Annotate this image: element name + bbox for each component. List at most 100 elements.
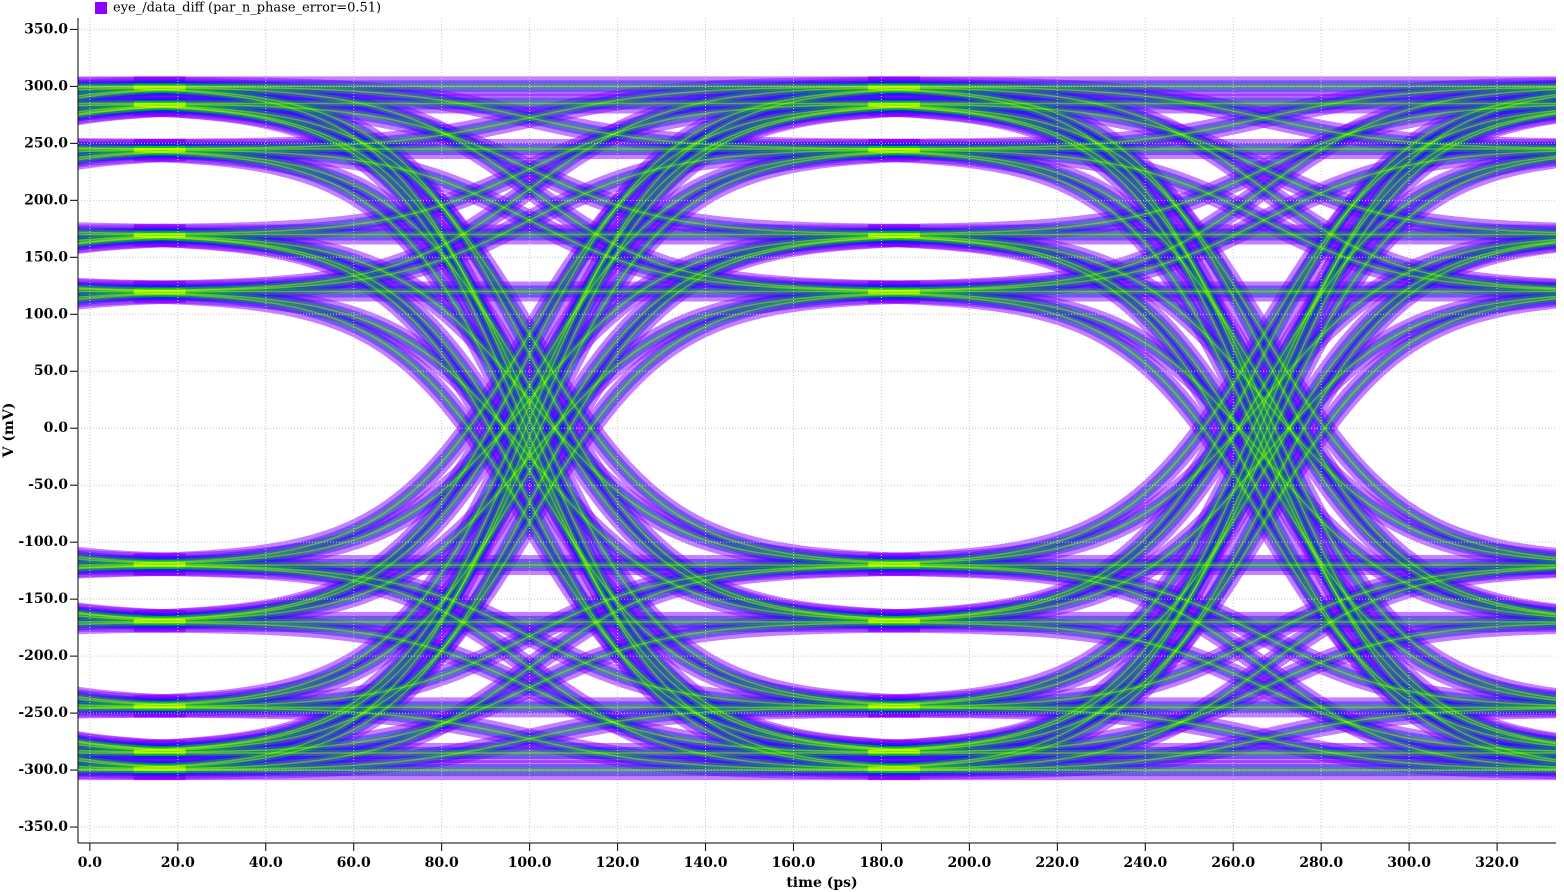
eye-trace bbox=[133, 99, 920, 570]
eye-trace bbox=[868, 88, 1556, 292]
eye-trace bbox=[133, 84, 920, 294]
eye-trace bbox=[78, 102, 186, 115]
eye-trace bbox=[868, 80, 1556, 155]
eye-trace bbox=[868, 153, 1556, 624]
eye-trace bbox=[133, 230, 920, 775]
eye-trace bbox=[868, 97, 1556, 239]
eye-trace bbox=[868, 103, 1556, 234]
eye-trace bbox=[868, 238, 1556, 565]
y-tick-label: -350.0 bbox=[18, 819, 68, 835]
eye-trace bbox=[868, 289, 1556, 620]
eye-trace bbox=[868, 290, 1556, 627]
eye-trace bbox=[78, 222, 186, 244]
eye-trace bbox=[133, 704, 920, 773]
x-tick-label: 80.0 bbox=[425, 855, 459, 871]
eye-trace bbox=[868, 104, 1556, 235]
eye-trace bbox=[133, 287, 920, 758]
eye-trace bbox=[868, 93, 1556, 754]
eye-trace bbox=[78, 747, 186, 756]
x-axis-label: time (ps) bbox=[786, 875, 857, 891]
eye-trace bbox=[868, 616, 1556, 757]
eye-trace bbox=[133, 105, 920, 706]
eye-trace bbox=[133, 101, 920, 237]
eye-trace bbox=[868, 230, 1556, 768]
eye-trace bbox=[133, 87, 920, 621]
eye-trace bbox=[133, 148, 920, 292]
eye-trace bbox=[868, 565, 1556, 773]
eye-trace bbox=[133, 99, 921, 712]
eye-trace bbox=[78, 283, 186, 310]
y-axis-label: V (mV) bbox=[1, 403, 17, 459]
eye-trace bbox=[133, 559, 920, 776]
eye-trace bbox=[868, 238, 1556, 709]
eye-trace bbox=[78, 694, 186, 717]
eye-trace bbox=[133, 86, 920, 292]
eye-trace bbox=[78, 229, 186, 237]
eye-trace bbox=[868, 99, 1556, 564]
eye-trace bbox=[133, 86, 920, 292]
eye-trace bbox=[868, 90, 1556, 757]
x-tick-label: 240.0 bbox=[1123, 855, 1167, 871]
y-tick-label: 350.0 bbox=[24, 21, 68, 37]
eye-trace bbox=[868, 567, 1556, 771]
eye-trace bbox=[133, 148, 920, 754]
eye-trace bbox=[133, 104, 920, 565]
eye-trace bbox=[78, 103, 186, 107]
x-tick-label: 100.0 bbox=[508, 855, 552, 871]
eye-trace bbox=[868, 617, 1556, 759]
eye-trace bbox=[868, 233, 1556, 765]
eye-trace bbox=[868, 100, 1556, 236]
eye-trace bbox=[133, 102, 920, 771]
eye-trace bbox=[78, 290, 186, 303]
eye-trace bbox=[133, 103, 920, 235]
eye-trace bbox=[868, 81, 1556, 155]
eye-trace bbox=[868, 235, 1556, 701]
eye-trace bbox=[78, 734, 186, 762]
eye-trace bbox=[868, 102, 1556, 763]
eye-trace bbox=[133, 149, 920, 621]
eye-trace bbox=[868, 102, 1556, 237]
eye-trace bbox=[868, 81, 1556, 295]
eye-trace bbox=[868, 85, 1556, 149]
eye-trace bbox=[868, 84, 1556, 292]
y-tick-label: -150.0 bbox=[18, 591, 68, 607]
eye-trace bbox=[133, 233, 920, 772]
eye-trace bbox=[78, 556, 186, 564]
eye-trace bbox=[868, 287, 1556, 752]
eye-trace bbox=[133, 150, 920, 752]
eye-trace bbox=[133, 229, 920, 570]
eye-trace bbox=[868, 87, 1556, 615]
eye-trace bbox=[133, 235, 920, 565]
eye-trace bbox=[78, 139, 186, 162]
eye-trace bbox=[133, 619, 920, 756]
eye-trace bbox=[78, 143, 186, 158]
eye-trace bbox=[868, 562, 1556, 770]
eye-trace bbox=[868, 562, 1556, 709]
eye-trace bbox=[133, 81, 920, 297]
eye-trace bbox=[868, 82, 1556, 749]
eye-trace bbox=[868, 230, 1556, 707]
eye-trace bbox=[78, 562, 186, 571]
eye-trace bbox=[78, 148, 186, 153]
y-tick-label: -300.0 bbox=[18, 762, 68, 778]
eye-trace bbox=[868, 99, 1556, 705]
eye-trace bbox=[133, 87, 920, 621]
eye-trace bbox=[868, 104, 1556, 559]
eye-trace bbox=[868, 102, 1556, 561]
eye-trace bbox=[868, 82, 1556, 620]
eye-trace bbox=[133, 291, 920, 622]
eye-trace bbox=[133, 233, 920, 709]
eye-trace bbox=[133, 80, 920, 155]
eye-trace bbox=[868, 85, 1556, 617]
eye-trace bbox=[133, 292, 920, 622]
eye-trace bbox=[868, 93, 1556, 621]
eye-trace bbox=[133, 86, 920, 754]
eye-trace bbox=[78, 278, 186, 301]
eye-trace bbox=[868, 150, 1556, 745]
y-tick-label: -200.0 bbox=[18, 648, 68, 664]
eye-trace bbox=[78, 550, 186, 570]
eye-trace bbox=[133, 562, 920, 710]
eye-trace bbox=[133, 562, 920, 773]
eye-trace bbox=[868, 706, 1556, 770]
eye-trace bbox=[133, 83, 920, 757]
